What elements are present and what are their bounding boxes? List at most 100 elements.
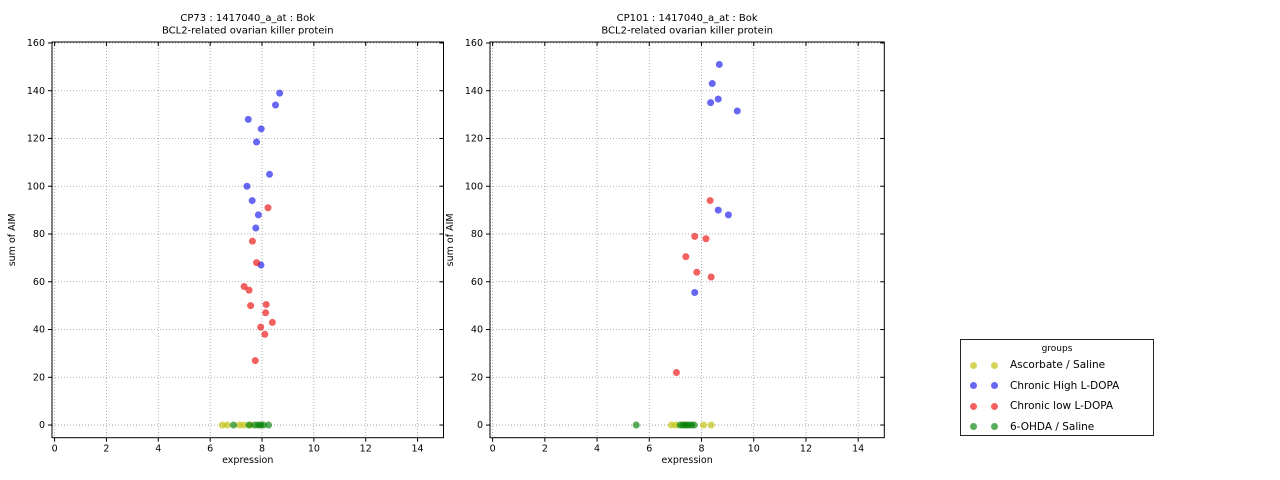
y-tick-label: 120 <box>465 134 483 145</box>
legend: groups Ascorbate / Saline Chronic High L… <box>960 339 1154 436</box>
chronic-low-ldopa-marker-icon <box>970 402 977 410</box>
x-tick-label: 14 <box>852 444 864 455</box>
legend-entry-label: Ascorbate / Saline <box>1010 359 1106 372</box>
scatter-point <box>240 421 248 429</box>
scatter-point <box>714 206 722 214</box>
scatter-point <box>682 253 690 261</box>
legend-entry-chronic-high-ldopa: Chronic High L-DOPA <box>961 376 1153 397</box>
scatter-point <box>253 138 261 146</box>
6ohda-saline-marker-icon <box>991 423 998 431</box>
x-tick-label: 4 <box>594 444 600 455</box>
legend-entry-label: Chronic low L-DOPA <box>1010 400 1114 413</box>
y-tick-label: 40 <box>471 325 483 336</box>
y-axis-label: sum of AIM <box>445 213 456 266</box>
scatter-point <box>223 421 231 429</box>
y-tick-label: 40 <box>33 325 45 336</box>
scatter-point <box>248 197 256 205</box>
y-tick-label: 100 <box>27 181 45 192</box>
y-tick-label: 0 <box>39 420 45 431</box>
scatter-point <box>706 197 714 205</box>
y-axis-label: sum of AIM <box>7 213 18 266</box>
scatter-point <box>245 286 253 294</box>
scatter-point <box>690 421 698 429</box>
scatter-point <box>715 60 723 68</box>
y-tick-label: 140 <box>27 86 45 97</box>
chronic-high-ldopa-marker-icon <box>991 382 998 390</box>
x-tick-label: 0 <box>52 444 58 455</box>
legend-entry-6ohda-saline: 6-OHDA / Saline <box>961 417 1153 438</box>
chronic-low-ldopa-marker-icon <box>991 402 998 410</box>
scatter-point <box>708 80 716 88</box>
plot-subtitle: BCL2-related ovarian killer protein <box>601 26 773 37</box>
y-tick-label: 160 <box>465 38 483 49</box>
scatter-point <box>254 211 262 219</box>
plot-title: CP101 : 1417040_a_at : Bok <box>617 13 758 24</box>
axes-frame <box>489 41 885 439</box>
scatter-point <box>264 204 272 212</box>
x-tick-label: 6 <box>646 444 652 455</box>
scatter-point <box>264 421 272 429</box>
x-tick-label: 10 <box>748 444 760 455</box>
scatter-point <box>707 99 715 107</box>
x-tick-label: 12 <box>360 444 372 455</box>
x-tick-label: 6 <box>207 444 213 455</box>
plot-subtitle: BCL2-related ovarian killer protein <box>162 26 334 37</box>
legend-entry-label: Chronic High L-DOPA <box>1010 379 1120 392</box>
y-tick-label: 20 <box>471 372 483 383</box>
scatter-point <box>632 421 640 429</box>
y-tick-label: 80 <box>33 229 45 240</box>
scatter-point <box>268 318 276 326</box>
scatter-point <box>707 273 715 281</box>
ascorbate-saline-marker-icon <box>991 361 998 369</box>
ascorbate-saline-marker-icon <box>970 361 977 369</box>
x-tick-label: 4 <box>155 444 161 455</box>
y-tick-label: 20 <box>33 372 45 383</box>
scatter-point <box>218 421 226 429</box>
scatter-point <box>257 125 265 133</box>
scatter-point <box>271 101 279 109</box>
scatter-point <box>702 235 710 243</box>
y-tick-label: 100 <box>465 181 483 192</box>
scatter-point <box>693 268 701 276</box>
scatter-point <box>244 115 252 123</box>
x-tick-label: 8 <box>698 444 704 455</box>
6ohda-saline-marker-icon <box>970 423 977 431</box>
x-tick-label: 0 <box>490 444 496 455</box>
x-tick-label: 14 <box>412 444 424 455</box>
scatter-point <box>262 309 270 317</box>
scatter-point <box>261 330 269 338</box>
x-tick-label: 2 <box>542 444 548 455</box>
scatter-point <box>247 302 255 310</box>
scatter-point <box>724 211 732 219</box>
scatter-point <box>252 224 260 232</box>
plot-title: CP73 : 1417040_a_at : Bok <box>180 13 315 24</box>
x-axis-label: expression <box>662 455 713 466</box>
legend-entry-chronic-low-ldopa: Chronic low L-DOPA <box>961 396 1153 417</box>
legend-entry-label: 6-OHDA / Saline <box>1010 420 1095 433</box>
y-tick-label: 60 <box>471 277 483 288</box>
y-tick-label: 120 <box>27 134 45 145</box>
scatter-point <box>700 421 708 429</box>
scatter-point <box>240 283 248 291</box>
scatter-point <box>259 421 267 429</box>
legend-entry-ascorbate-saline: Ascorbate / Saline <box>961 355 1153 376</box>
scatter-point <box>733 107 741 115</box>
scatter-point <box>257 323 265 331</box>
scatter-point <box>251 357 259 365</box>
y-tick-label: 160 <box>27 38 45 49</box>
scatter-point <box>714 95 722 103</box>
scatter-point <box>262 300 270 308</box>
scatter-point <box>229 421 237 429</box>
axes-frame <box>51 41 444 439</box>
scatter-point <box>243 182 251 190</box>
scatter-point <box>248 237 256 245</box>
x-tick-label: 8 <box>259 444 265 455</box>
x-axis-label: expression <box>222 455 273 466</box>
scatter-point <box>276 89 284 97</box>
y-tick-label: 80 <box>471 229 483 240</box>
scatter-point <box>266 170 274 178</box>
legend-title: groups <box>1041 344 1073 354</box>
x-tick-label: 12 <box>800 444 812 455</box>
chronic-high-ldopa-marker-icon <box>970 382 977 390</box>
